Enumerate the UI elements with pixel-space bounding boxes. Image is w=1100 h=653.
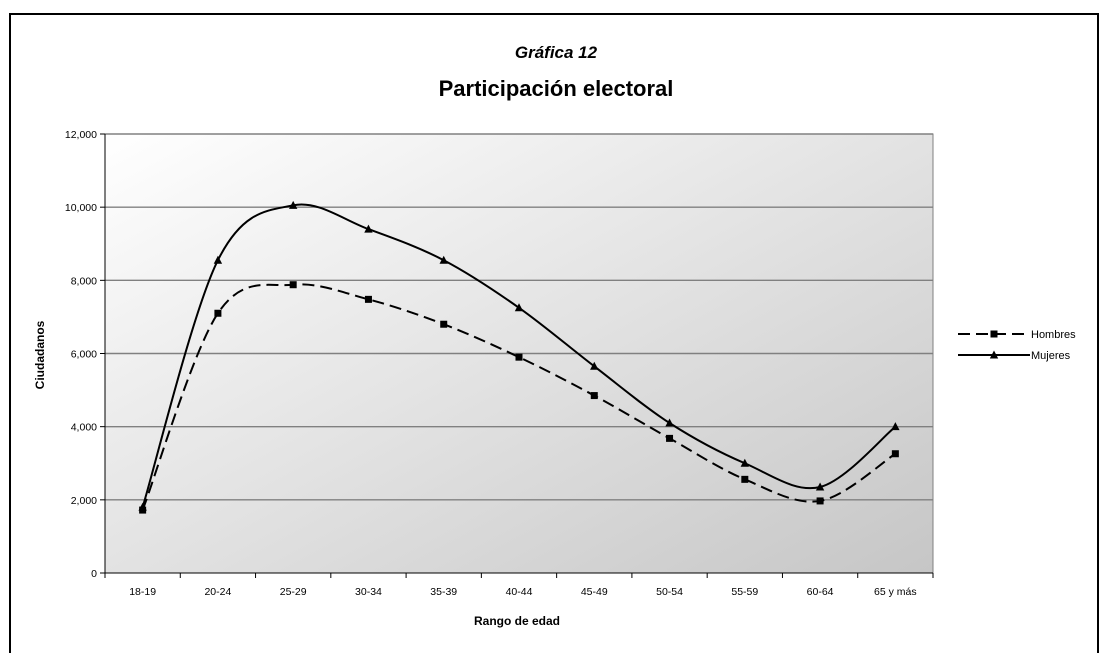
data-point-mujeres xyxy=(213,255,223,264)
data-point-mujeres xyxy=(439,255,448,264)
data-point-mujeres xyxy=(514,303,524,312)
y-tick-label: 4,000 xyxy=(71,422,97,434)
y-tick-label: 2,000 xyxy=(71,495,97,507)
x-tick-label: 40-44 xyxy=(506,586,533,598)
chart-title: Participación electoral xyxy=(439,76,674,101)
x-tick-label: 55-59 xyxy=(731,586,758,598)
series-line-mujeres xyxy=(141,203,896,508)
data-point-mujeres xyxy=(740,458,750,467)
legend-label-hombres: Hombres xyxy=(1031,329,1076,341)
x-tick-label: 18-19 xyxy=(129,586,156,598)
legend-marker-hombres xyxy=(990,330,998,338)
data-point-mujeres xyxy=(665,418,674,427)
x-tick-label: 50-54 xyxy=(656,586,683,598)
data-point-mujeres xyxy=(138,502,147,511)
data-point-hombres xyxy=(741,475,749,483)
data-point-hombres xyxy=(289,281,297,289)
legend: Hombres Mujeres xyxy=(958,329,1076,362)
chart-frame xyxy=(9,13,1099,653)
x-tick-label: 20-24 xyxy=(204,586,231,598)
x-tick-label: 25-29 xyxy=(280,586,307,598)
data-point-hombres xyxy=(590,392,598,400)
series-mujeres xyxy=(138,200,900,511)
x-tick-label: 30-34 xyxy=(355,586,382,598)
data-point-mujeres xyxy=(288,200,298,209)
data-point-hombres xyxy=(816,497,824,505)
y-axis-title: Ciudadanos xyxy=(33,320,47,389)
x-tick-label: 60-64 xyxy=(807,586,834,598)
x-tick-label: 45-49 xyxy=(581,586,608,598)
plot-area: 0 2,000 4,000 6,000 8,000 10,000 12,000 18-19 20… xyxy=(65,129,934,598)
x-tick-label: 65 y más xyxy=(874,586,917,598)
y-tick-label: 8,000 xyxy=(71,275,97,287)
data-point-mujeres xyxy=(364,224,373,233)
data-point-hombres xyxy=(666,434,674,442)
legend-marker-mujeres xyxy=(989,350,999,359)
data-point-mujeres xyxy=(590,361,599,370)
data-point-mujeres xyxy=(891,422,900,431)
data-point-hombres xyxy=(440,320,448,328)
y-tick-label: 6,000 xyxy=(71,349,97,361)
y-tick-label: 10,000 xyxy=(65,202,97,214)
chart-pretitle: Gráfica 12 xyxy=(515,43,598,62)
legend-label-mujeres: Mujeres xyxy=(1031,350,1071,362)
y-tick-label: 12,000 xyxy=(65,129,97,141)
x-tick-label: 35-39 xyxy=(430,586,457,598)
data-point-hombres xyxy=(891,450,899,458)
data-point-mujeres xyxy=(815,482,825,491)
data-point-hombres xyxy=(515,353,523,361)
data-point-hombres xyxy=(364,295,372,303)
y-tick-label: 0 xyxy=(91,568,97,580)
series-line-hombres xyxy=(141,283,896,511)
data-point-hombres xyxy=(214,309,222,317)
x-axis-title: Rango de edad xyxy=(474,614,560,628)
